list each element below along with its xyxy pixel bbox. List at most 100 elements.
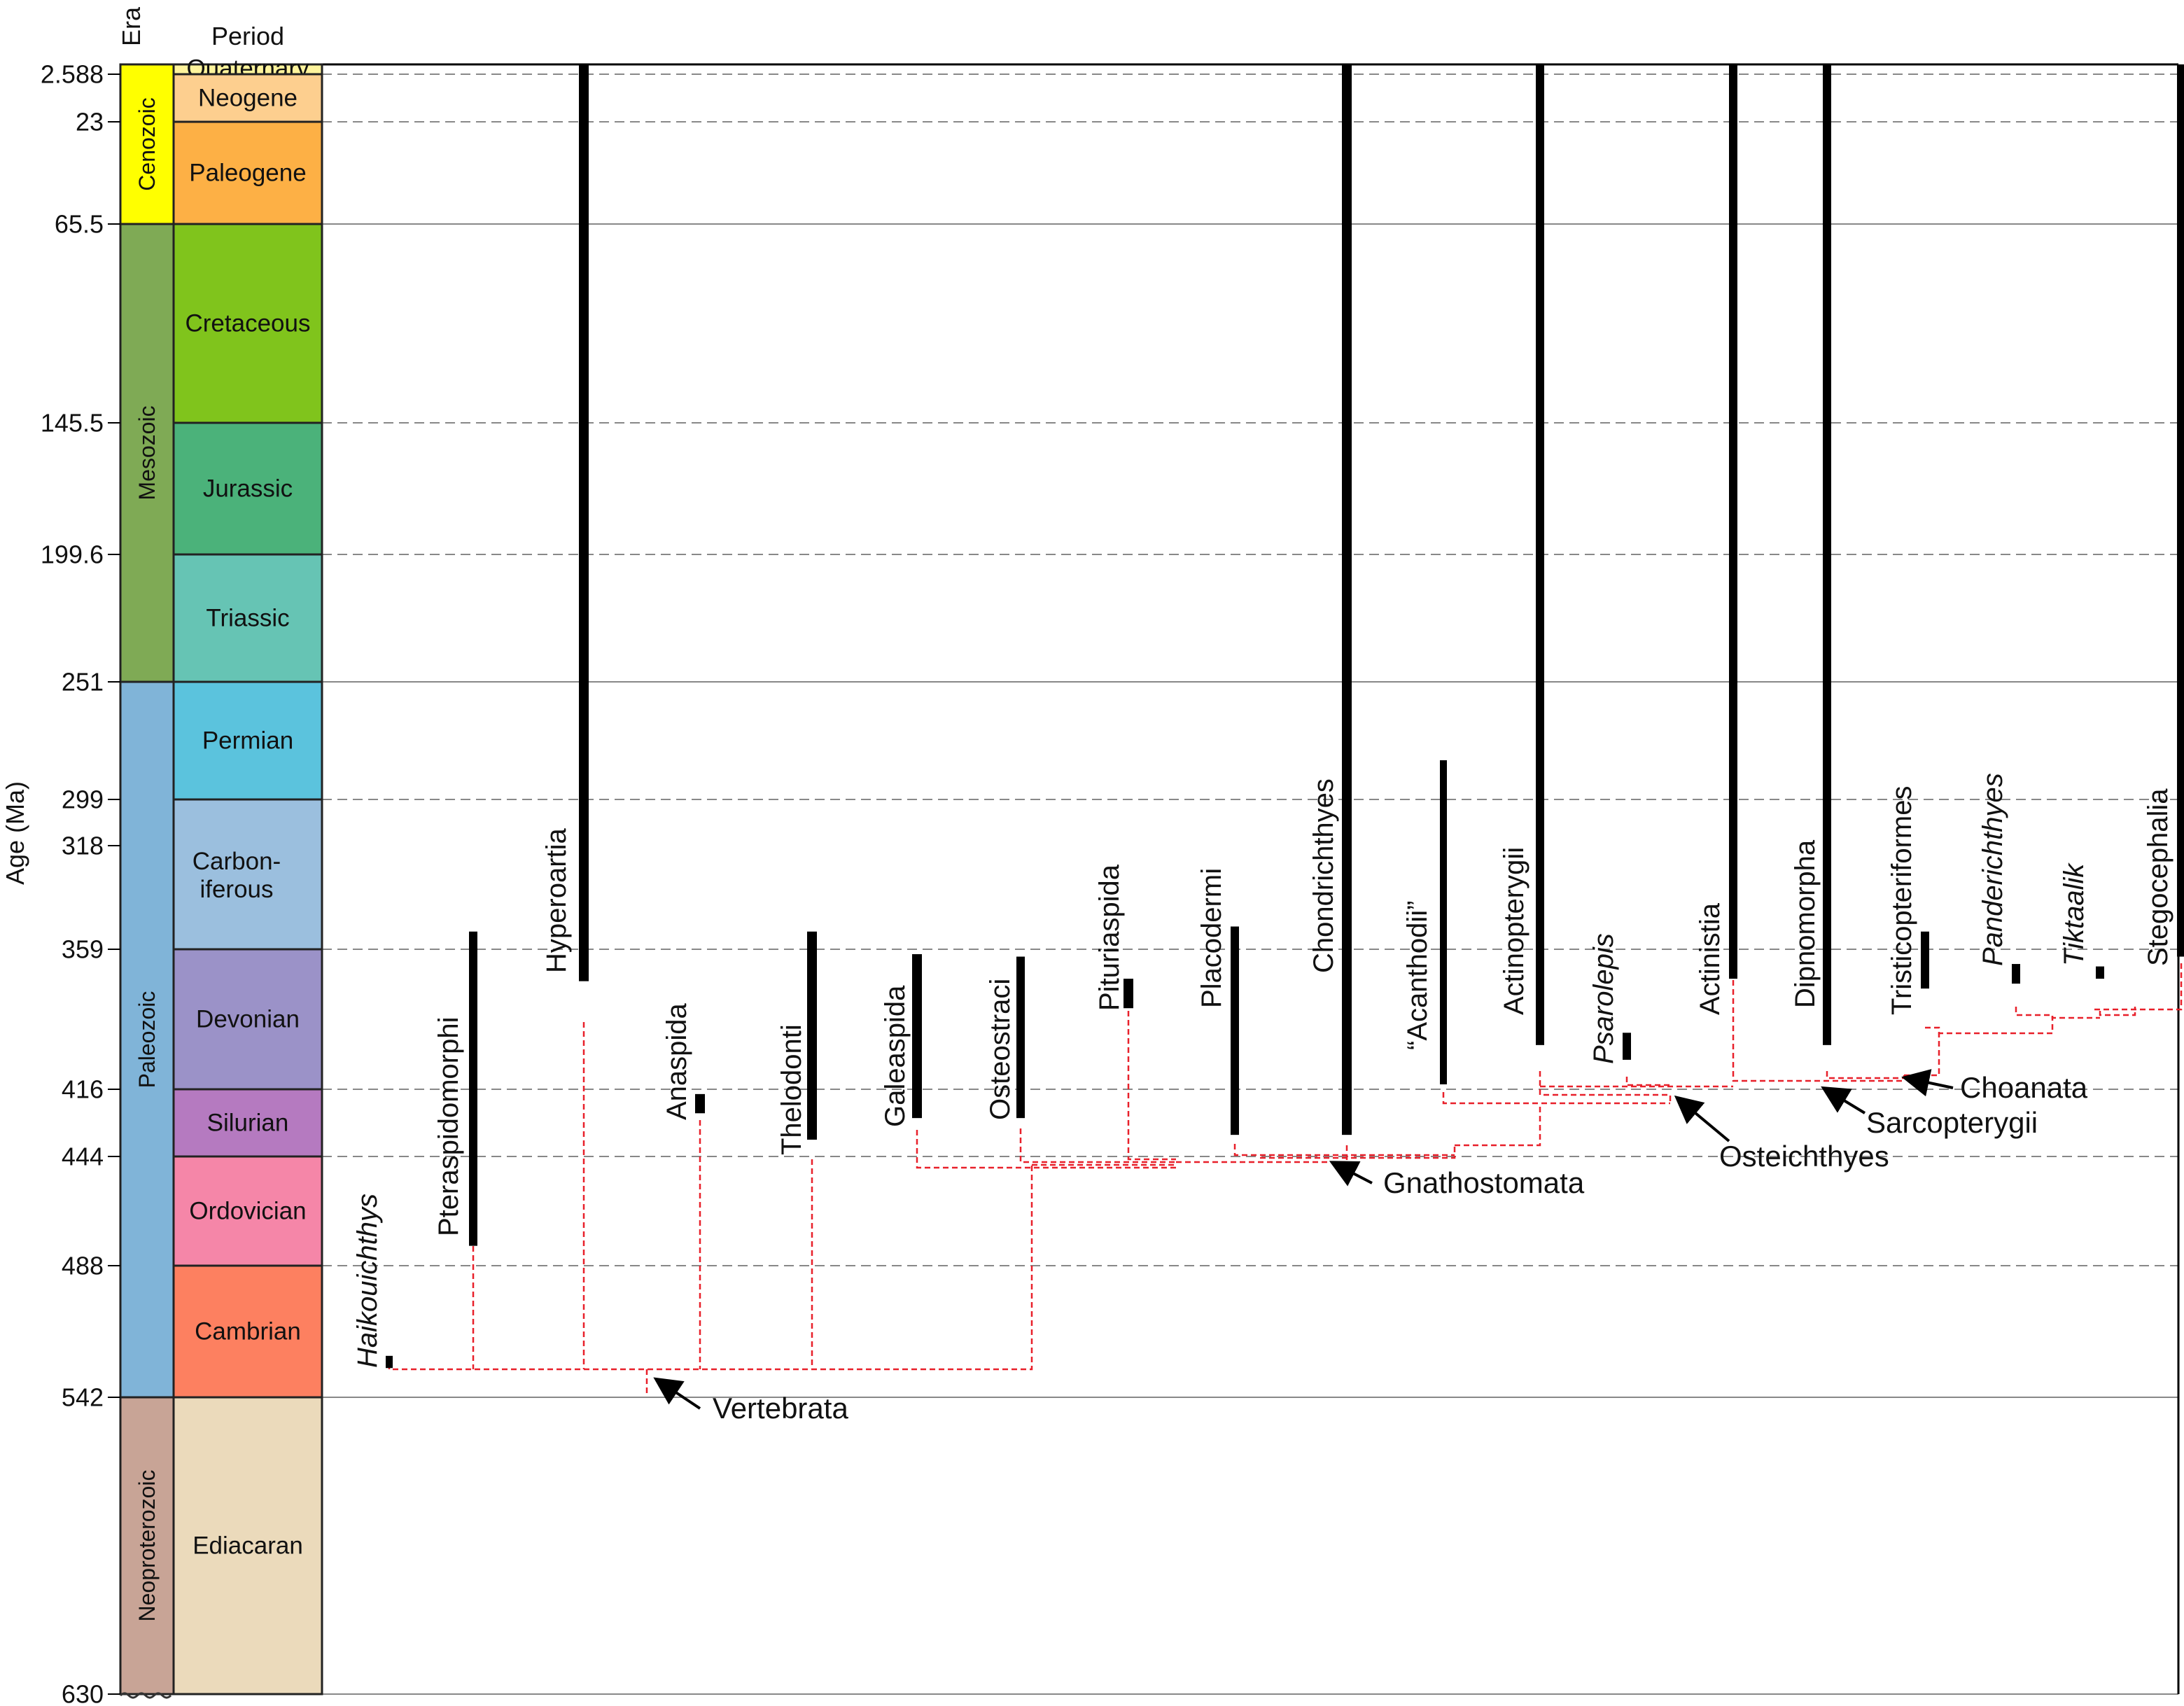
era-label-neoproterozoic: Neoproterozoic [134,1470,160,1622]
taxon-label-chondrichthyes: Chondrichthyes [1308,778,1339,973]
range-bar-haikouichthys [386,1355,393,1369]
tree-branch [1019,1128,1176,1163]
age-tick-label: 542 [62,1383,104,1412]
geologic-timescale: CenozoicMesozoicPaleozoicNeoproterozoicQ… [119,55,323,1695]
taxon-label-pteraspidomorphi: Pteraspidomorphi [433,1017,464,1237]
range-bar-hyperoartia [579,64,589,981]
taxon-label-dipnomorpha: Dipnomorpha [1790,839,1821,1008]
period-label-paleogene: Paleogene [189,160,306,187]
tree-branch [1260,1145,1456,1159]
range-bar-chondrichthyes [1342,64,1352,1135]
range-bar-tristicopteriformes [1921,931,1929,989]
clade-arrow-osteichthyes [1674,1095,1730,1142]
period-label-cretaceous: Cretaceous [186,310,311,337]
age-tick-label: 23 [76,108,104,137]
range-bar-acanthodii [1440,760,1447,1084]
stratigraphic-range-bars [386,64,2184,1369]
range-bar-thelodonti [807,931,817,1140]
period-label-carbon-iferous: Carbon-iferous [192,847,281,902]
age-tick-label: 488 [62,1252,104,1280]
age-tick-label: 444 [62,1142,104,1171]
period-box-devonian [172,948,323,1091]
tree-branch [1442,1092,1670,1105]
tree-branch [2015,1007,2100,1019]
time-grid-lines [175,63,2180,1695]
age-axis: Age (Ma) Era Period 2.588 23 65.5 145.5 199.… [1,6,284,1706]
tree-branch [1925,1016,2054,1035]
range-bar-osteostraci [1016,956,1025,1119]
tree-branch [1904,1033,1940,1077]
period-label-jurassic: Jurassic [203,475,293,503]
age-tick-label: 251 [62,668,104,697]
period-label-ediacaran: Ediacaran [192,1532,303,1560]
tree-branch [2099,1007,2136,1016]
tree-branch [1233,1144,1455,1156]
tree-branch [916,1130,1176,1169]
range-bar-panderichthyes [2012,964,2020,984]
taxon-label-osteostraci: Osteostraci [985,979,1016,1120]
tree-branch [1826,1071,1905,1079]
clade-label-osteichthyes: Osteichthyes [1719,1140,1889,1173]
era-label-paleozoic: Paleozoic [134,991,160,1089]
age-tick-label: 630 [62,1680,104,1706]
clade-labels: Vertebrata Gnathostomata OsteichthyesSarco… [653,1069,2088,1425]
period-label-permian: Permian [202,727,293,755]
age-tick-label: 416 [62,1075,104,1104]
range-bar-stegocephalia [2177,64,2184,957]
era-label-mesozoic: Mesozoic [134,405,160,500]
age-tick-label: 199.6 [41,540,104,569]
period-box-ediacaran [172,1396,323,1695]
clade-arrow-gnathostomata [1329,1161,1373,1187]
range-bar-galeaspida [912,954,922,1119]
taxon-label-acanthodii: “Acanthodii” [1402,901,1433,1050]
period-box-neogene [172,73,323,123]
taxon-label-stegocephalia: Stegocephalia [2143,788,2174,966]
taxon-label-psarolepis: Psarolepis [1588,933,1619,1064]
period-box-jurassic [172,421,323,556]
clade-label-sarcopterygii: Sarcopterygii [1866,1106,2038,1139]
range-bar-actinistia [1729,64,1737,979]
clade-arrow-vertebrata [653,1377,701,1410]
range-bar-tiktaalik [2096,966,2104,979]
period-label-silurian: Silurian [207,1110,289,1137]
period-label-cambrian: Cambrian [195,1318,301,1345]
period-box-carbon-iferous [172,798,323,951]
age-tick-label: 65.5 [55,210,104,239]
taxon-label-actinistia: Actinistia [1695,902,1726,1015]
range-bar-psarolepis [1623,1033,1631,1060]
tree-branch [1625,1077,1673,1086]
tree-branch [1732,980,1904,1082]
taxon-label-panderichthyes: Panderichthyes [1977,773,2008,966]
taxon-labels: Haikouichthys Pteraspidomorphi Hyperoartia… [352,773,2174,1368]
taxon-label-thelodonti: Thelodonti [776,1024,807,1155]
taxon-label-hyperoartia: Hyperoartia [541,827,572,973]
tree-branch [1455,1103,1541,1147]
age-axis-label: Age (Ma) [1,781,29,885]
taxon-label-haikouichthys: Haikouichthys [352,1194,383,1368]
taxon-label-galeaspida: Galeaspida [880,985,911,1127]
clade-label-gnathostomata: Gnathostomata [1383,1166,1585,1199]
period-box-cambrian [172,1264,323,1399]
age-tick-label: 145.5 [41,409,104,438]
period-label-devonian: Devonian [196,1006,300,1033]
period-label-triassic: Triassic [206,605,289,632]
period-column-header: Period [211,22,284,50]
age-tick-label: 359 [62,935,104,964]
range-bar-dipnomorpha [1823,64,1831,1045]
period-label-ordovician: Ordovician [189,1198,306,1225]
range-bar-anaspida [695,1093,705,1114]
clade-label-choanata: Choanata [1960,1071,2088,1104]
tree-branch [2094,963,2183,1011]
clade-arrow-sarcopterygii [1821,1086,1866,1114]
tree-branch [1539,1071,1672,1103]
period-box-paleogene [172,120,323,225]
truncation-squiggle [119,1692,172,1699]
age-tick-label: 2.588 [41,60,104,89]
taxon-label-pituriaspida: Pituriaspida [1094,864,1125,1011]
taxon-label-placodermi: Placodermi [1196,868,1227,1008]
phylogeny-tree [388,963,2183,1393]
taxon-label-anaspida: Anaspida [662,1002,692,1120]
age-tick-label: 299 [62,785,104,814]
era-label-cenozoic: Cenozoic [134,97,160,190]
